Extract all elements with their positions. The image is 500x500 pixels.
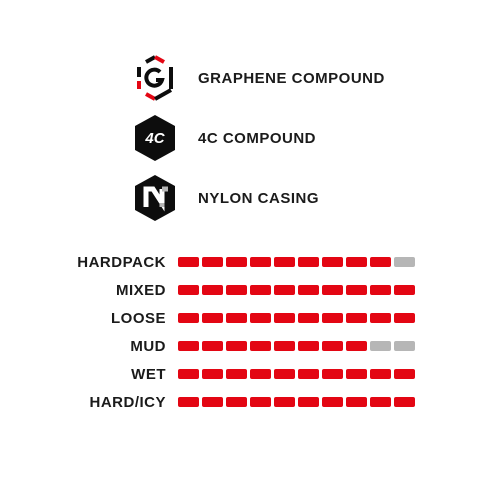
rating-segment xyxy=(370,285,391,295)
rating-segment xyxy=(322,313,343,323)
rating-row: LOOSE xyxy=(0,304,500,332)
rating-bar xyxy=(178,313,415,323)
fourc-icon: 4C xyxy=(130,113,180,163)
rating-label: HARDPACK xyxy=(0,254,178,271)
rating-segment xyxy=(370,313,391,323)
rating-bar xyxy=(178,397,415,407)
nylon-icon xyxy=(130,173,180,223)
rating-segment xyxy=(394,341,415,351)
rating-segment xyxy=(178,257,199,267)
rating-segment xyxy=(274,257,295,267)
rating-segment xyxy=(202,369,223,379)
rating-segment xyxy=(274,285,295,295)
rating-segment xyxy=(250,257,271,267)
rating-segment xyxy=(298,341,319,351)
rating-segment xyxy=(346,257,367,267)
rating-segment xyxy=(394,257,415,267)
rating-row: WET xyxy=(0,360,500,388)
rating-segment xyxy=(322,397,343,407)
rating-segment xyxy=(178,341,199,351)
rating-bar xyxy=(178,257,415,267)
rating-segment xyxy=(274,313,295,323)
rating-segment xyxy=(298,397,319,407)
rating-segment xyxy=(226,257,247,267)
rating-label: MUD xyxy=(0,338,178,355)
rating-segment xyxy=(274,369,295,379)
feature-4c: 4C 4C COMPOUND xyxy=(130,108,500,168)
rating-segment xyxy=(226,341,247,351)
rating-segment xyxy=(178,313,199,323)
rating-segment xyxy=(370,397,391,407)
rating-segment xyxy=(394,369,415,379)
terrain-ratings: HARDPACK MIXED LOOSE MUD WET HARD/ICY xyxy=(0,248,500,416)
rating-segment xyxy=(274,397,295,407)
rating-row: MUD xyxy=(0,332,500,360)
rating-segment xyxy=(298,369,319,379)
rating-segment xyxy=(394,397,415,407)
rating-segment xyxy=(202,313,223,323)
rating-segment xyxy=(178,397,199,407)
rating-segment xyxy=(250,285,271,295)
rating-segment xyxy=(202,257,223,267)
rating-segment xyxy=(274,341,295,351)
rating-segment xyxy=(250,369,271,379)
graphene-icon xyxy=(130,53,180,103)
rating-segment xyxy=(298,313,319,323)
feature-label: GRAPHENE COMPOUND xyxy=(198,70,385,87)
rating-segment xyxy=(322,257,343,267)
rating-segment xyxy=(322,369,343,379)
feature-nylon: NYLON CASING xyxy=(130,168,500,228)
rating-segment xyxy=(346,341,367,351)
rating-segment xyxy=(394,313,415,323)
rating-segment xyxy=(250,341,271,351)
rating-segment xyxy=(226,313,247,323)
rating-label: HARD/ICY xyxy=(0,394,178,411)
rating-segment xyxy=(370,257,391,267)
feature-label: 4C COMPOUND xyxy=(198,130,316,147)
rating-label: MIXED xyxy=(0,282,178,299)
rating-bar xyxy=(178,369,415,379)
rating-segment xyxy=(346,313,367,323)
rating-segment xyxy=(322,285,343,295)
rating-segment xyxy=(178,285,199,295)
rating-segment xyxy=(298,257,319,267)
rating-segment xyxy=(202,285,223,295)
rating-row: HARD/ICY xyxy=(0,388,500,416)
rating-row: MIXED xyxy=(0,276,500,304)
rating-segment xyxy=(202,341,223,351)
rating-segment xyxy=(226,369,247,379)
rating-segment xyxy=(394,285,415,295)
rating-segment xyxy=(346,369,367,379)
feature-graphene: GRAPHENE COMPOUND xyxy=(130,48,500,108)
rating-segment xyxy=(322,341,343,351)
features-list: GRAPHENE COMPOUND 4C 4C COMPOUND xyxy=(130,48,500,228)
svg-text:4C: 4C xyxy=(144,130,165,147)
rating-segment xyxy=(226,285,247,295)
rating-bar xyxy=(178,285,415,295)
rating-segment xyxy=(250,313,271,323)
rating-segment xyxy=(250,397,271,407)
rating-segment xyxy=(346,397,367,407)
rating-segment xyxy=(298,285,319,295)
rating-row: HARDPACK xyxy=(0,248,500,276)
rating-segment xyxy=(178,369,199,379)
rating-label: LOOSE xyxy=(0,310,178,327)
rating-segment xyxy=(370,341,391,351)
rating-segment xyxy=(202,397,223,407)
rating-segment xyxy=(370,369,391,379)
rating-segment xyxy=(346,285,367,295)
feature-label: NYLON CASING xyxy=(198,190,319,207)
rating-label: WET xyxy=(0,366,178,383)
rating-segment xyxy=(226,397,247,407)
rating-bar xyxy=(178,341,415,351)
